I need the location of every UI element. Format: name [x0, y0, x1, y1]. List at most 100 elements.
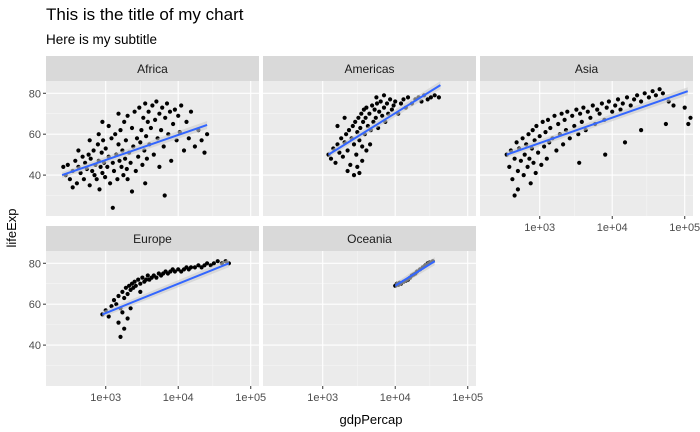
data-point — [363, 115, 368, 120]
y-tick-label: 60 — [29, 129, 41, 141]
data-point — [111, 168, 117, 174]
data-point — [108, 181, 113, 186]
data-point — [117, 158, 122, 163]
data-point — [129, 125, 135, 131]
data-point — [515, 168, 521, 174]
data-point — [105, 164, 110, 169]
data-point — [157, 111, 162, 116]
data-point — [368, 142, 373, 147]
data-point — [74, 181, 79, 186]
data-point — [123, 285, 128, 290]
data-point — [100, 170, 105, 176]
data-point — [96, 132, 101, 137]
data-point — [97, 187, 102, 192]
data-point — [559, 111, 564, 116]
data-point — [76, 148, 81, 153]
strip-label-oceania: Oceania — [347, 232, 392, 246]
data-point — [123, 156, 128, 161]
data-point — [572, 123, 577, 129]
panel-americas — [263, 81, 476, 216]
data-point — [111, 298, 117, 303]
data-point — [542, 144, 547, 149]
data-point — [115, 177, 120, 182]
data-point — [109, 136, 114, 141]
data-point — [122, 326, 127, 331]
data-point — [682, 105, 687, 110]
data-point — [136, 154, 141, 159]
data-point — [588, 115, 593, 120]
data-point — [133, 283, 138, 288]
data-point — [355, 164, 360, 169]
data-point — [144, 277, 149, 282]
data-point — [642, 91, 647, 96]
data-point — [132, 279, 137, 284]
data-point — [122, 295, 127, 301]
data-point — [202, 150, 207, 155]
data-point — [358, 125, 363, 131]
data-point — [92, 173, 97, 178]
data-point — [199, 265, 204, 270]
x-tick-label: 1e+03 — [90, 392, 121, 404]
data-point — [565, 109, 570, 114]
data-point — [118, 334, 123, 339]
data-point — [70, 185, 75, 190]
data-point — [176, 113, 181, 118]
data-point — [140, 162, 145, 167]
data-point — [65, 162, 70, 167]
data-point — [340, 154, 345, 159]
data-point — [125, 291, 130, 297]
data-point — [581, 105, 586, 110]
strip-label-americas: Americas — [344, 62, 394, 76]
data-point — [110, 205, 115, 210]
data-point — [169, 158, 174, 163]
data-point — [90, 168, 95, 174]
data-point — [145, 119, 150, 124]
data-point — [686, 121, 691, 127]
x-tick-label: 1e+05 — [452, 392, 483, 404]
data-point — [125, 177, 130, 182]
data-point — [522, 152, 527, 157]
data-point — [359, 111, 364, 116]
data-point — [116, 293, 121, 299]
data-point — [205, 261, 210, 266]
y-tick-label: 80 — [29, 258, 41, 270]
data-point — [351, 173, 357, 178]
y-tick-label: 40 — [29, 170, 41, 182]
data-point — [357, 170, 362, 176]
data-point — [199, 138, 204, 143]
data-point — [599, 101, 605, 106]
data-point — [99, 150, 104, 155]
data-point — [428, 95, 433, 100]
data-point — [597, 111, 602, 116]
data-point — [144, 134, 149, 139]
data-point — [123, 138, 128, 143]
data-point — [114, 302, 119, 307]
y-tick-label: 60 — [29, 299, 41, 311]
data-point — [548, 125, 553, 131]
data-point — [138, 140, 143, 145]
data-point — [561, 142, 566, 147]
data-point — [512, 156, 517, 161]
data-point — [120, 289, 125, 294]
data-point — [613, 103, 618, 108]
data-point — [80, 154, 85, 159]
data-point — [657, 87, 662, 92]
data-point — [512, 193, 517, 198]
x-tick-label: 1e+04 — [597, 222, 628, 234]
data-point — [650, 89, 655, 94]
data-point — [95, 142, 100, 147]
data-point — [139, 128, 144, 133]
data-point — [106, 123, 111, 129]
data-point — [688, 115, 693, 120]
data-point — [373, 115, 378, 120]
data-point — [360, 144, 365, 149]
data-point — [527, 156, 532, 161]
data-point — [196, 263, 201, 268]
data-point — [345, 168, 350, 174]
data-point — [146, 109, 151, 114]
data-point — [134, 136, 140, 141]
x-tick-label: 1e+04 — [380, 392, 411, 404]
data-point — [342, 115, 347, 120]
strip-europe — [46, 226, 259, 251]
data-point — [510, 177, 515, 182]
